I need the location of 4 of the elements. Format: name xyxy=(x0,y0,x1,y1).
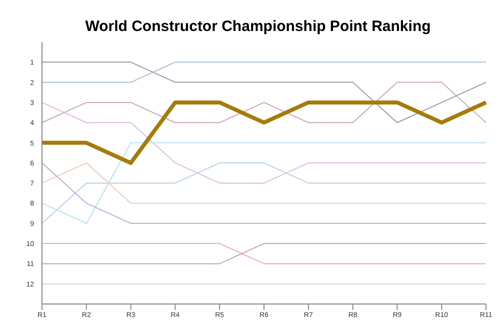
line-series xyxy=(42,102,486,184)
chart-title: World Constructor Championship Point Ranking xyxy=(84,17,432,37)
line-series xyxy=(42,62,486,124)
line-series xyxy=(40,100,488,165)
